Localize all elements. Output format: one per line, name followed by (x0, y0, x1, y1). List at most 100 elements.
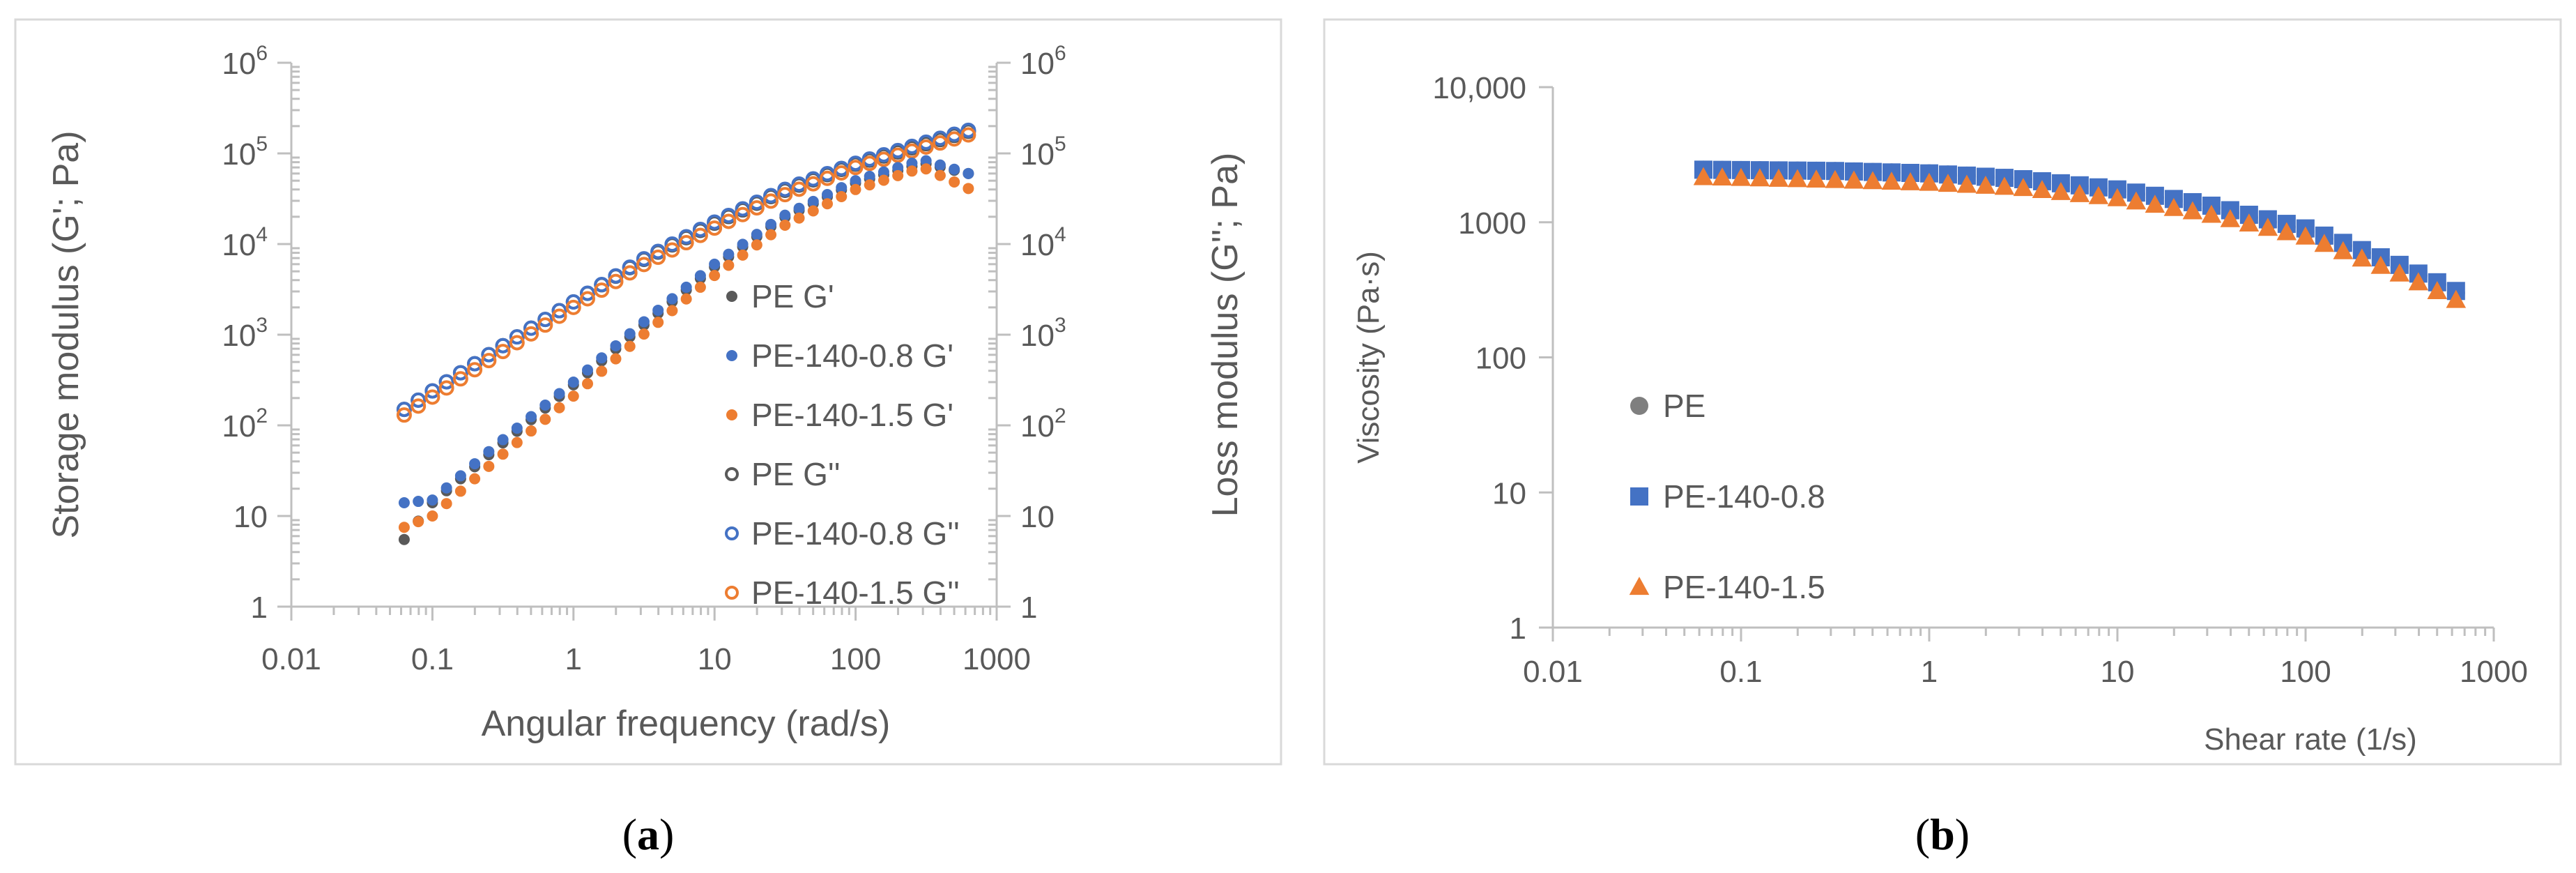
panel-a-point (963, 183, 974, 195)
panel-a-point (636, 257, 652, 273)
panel-a-point (622, 265, 638, 281)
panel-a-legend-marker (726, 350, 737, 361)
panel-b-point (1806, 169, 1827, 188)
panel-b-point (1938, 174, 1958, 192)
panel-a-point (834, 165, 850, 181)
panel-a-point (892, 162, 904, 174)
panel-a-point (411, 398, 427, 414)
panel-a-x-tick-label: 1 (565, 642, 582, 676)
panel-a-point (737, 249, 749, 261)
panel-a-y2-tick-label: 105 (1020, 132, 1066, 172)
panel-a-point (537, 312, 553, 328)
panel-a-point (904, 138, 920, 154)
panel-a-point (551, 303, 567, 319)
panel-a-point (822, 188, 834, 200)
panel-a-y2-tick-label: 10 (1020, 500, 1055, 534)
panel-a-point (875, 146, 891, 162)
panel-a-point (411, 392, 427, 408)
panel-a-caption: (a) (622, 810, 675, 859)
panel-b-point (2333, 241, 2354, 259)
panel-a-point (892, 169, 904, 181)
panel-a-point (539, 413, 551, 425)
panel-a-point (692, 227, 708, 243)
panel-a-point (678, 229, 694, 245)
panel-a-point (763, 193, 779, 209)
panel-a-legend-marker (725, 586, 739, 600)
panel-a-point (427, 510, 438, 522)
panel-a-point (932, 130, 948, 146)
panel-a-point (920, 155, 932, 167)
panel-a-point (875, 151, 891, 167)
panel-a-point (963, 167, 974, 179)
panel-b-legend-marker (1629, 577, 1650, 595)
panel-a-point (551, 308, 567, 324)
panel-a-point (906, 158, 918, 169)
panel-a-point (707, 220, 723, 236)
panel-a-caption-open: ( (622, 810, 637, 859)
panel-a-point (526, 411, 537, 423)
panel-a-point (424, 383, 440, 399)
panel-a-point (735, 206, 751, 222)
panel-a-point (398, 533, 410, 545)
panel-b-x-tick-label: 1 (1921, 655, 1938, 689)
panel-a-point (565, 299, 581, 315)
panel-a-point (594, 282, 610, 298)
panel-b-point (2069, 183, 2090, 202)
panel-a-point (932, 135, 948, 151)
panel-b-point (1731, 167, 1751, 186)
panel-a-point (692, 221, 708, 237)
panel-b-caption: (b) (1915, 810, 1970, 859)
panel-a-y2-tick-label: 102 (1020, 404, 1066, 443)
panel-a-legend-item: PE-140-0.8 G'' (725, 515, 960, 552)
panel-a-legend-label: PE G'' (751, 456, 841, 492)
panel-a-point (567, 390, 579, 402)
panel-a-point (469, 473, 481, 485)
panel-a-point (805, 171, 821, 187)
panel-a-point (678, 235, 694, 251)
panel-b-caption-open: ( (1915, 810, 1930, 859)
panel-b-legend-item: PE (1630, 388, 1705, 424)
panel-a-series-5 (396, 122, 976, 418)
panel-a-legend-item: PE G' (726, 278, 834, 314)
panel-b-point (2257, 218, 2278, 236)
panel-a-storage-loss-modulus: 0.01 0.1 1 10 100 1000 1 1 10 10 102 102 103 103 104 10… (14, 18, 1282, 766)
panel-a-point (694, 270, 706, 282)
panel-a-point (596, 365, 608, 377)
panel-a-point (861, 155, 877, 172)
panel-a-point (567, 377, 579, 388)
panel-a-point (398, 522, 410, 533)
panel-b-point (1881, 172, 1902, 190)
panel-a-caption-close: ) (659, 810, 674, 859)
panel-a-point (610, 340, 622, 351)
panel-a-point (777, 181, 793, 197)
panel-a-point (721, 213, 737, 229)
panel-a-point (582, 364, 594, 376)
panel-a-y-tick-label: 106 (222, 42, 268, 81)
panel-a-point (850, 175, 861, 187)
panel-a-point (666, 293, 678, 305)
panel-a-point (582, 378, 594, 390)
panel-a-point (934, 159, 946, 171)
panel-a-y2-tick-label: 103 (1020, 314, 1066, 353)
panel-b-legend-marker (1630, 487, 1648, 506)
panel-a-x-tick-label: 0.01 (261, 642, 321, 676)
panel-a-point (652, 304, 664, 316)
panel-a-point (836, 191, 848, 203)
panel-a-point (396, 402, 412, 418)
panel-a-point (680, 281, 692, 293)
panel-a-point (765, 218, 777, 230)
panel-b-point (1900, 172, 1921, 190)
panel-a-y-axis-title: Storage modulus (G'; Pa) (46, 130, 86, 538)
panel-b-point (2088, 185, 2109, 204)
panel-a-point (707, 214, 723, 230)
panel-b-plot-area: 0.01 0.1 1 10 100 1000 1 10 100 1000 10,000 (1432, 71, 2528, 689)
panel-a-x-axis-title: Angular frequency (rad/s) (482, 704, 891, 744)
panel-a-point (793, 212, 805, 224)
panel-a-point (709, 258, 721, 270)
panel-a-point (751, 239, 762, 251)
panel-a-point (424, 389, 440, 405)
panel-a-point (454, 485, 466, 497)
panel-a-point (751, 229, 762, 241)
panel-b-point (2352, 248, 2372, 267)
